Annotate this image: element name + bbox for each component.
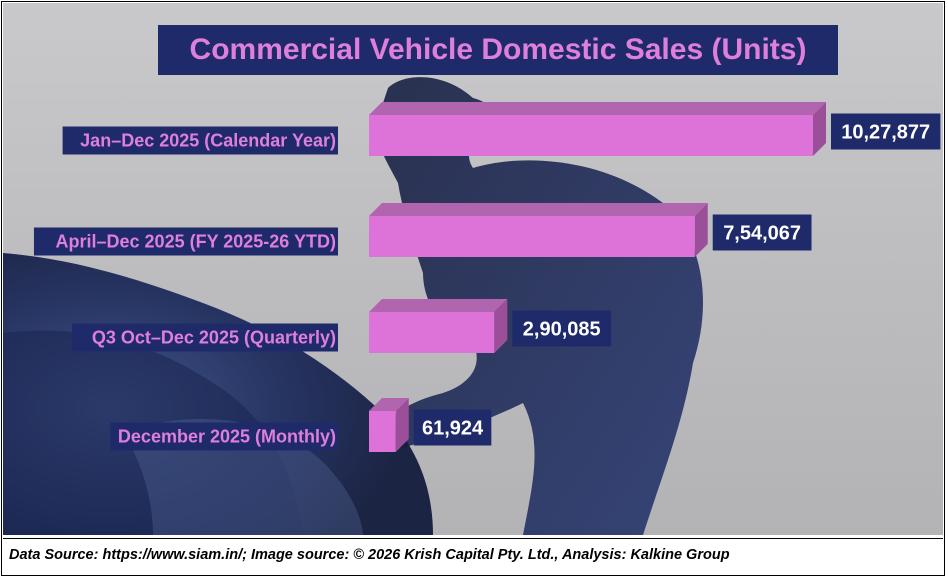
- footer: Data Source: https://www.siam.in/; Image…: [3, 538, 943, 575]
- bar-side-face: [395, 398, 409, 452]
- value-label-box: [712, 214, 812, 251]
- footer-source-text: Data Source: https://www.siam.in/; Image…: [9, 547, 730, 563]
- value-label: 61,924: [422, 418, 484, 440]
- plot-area: 10,27,877 Jan–Dec 2025 (Calendar Year) 7,5…: [3, 3, 943, 535]
- chart-title: Commercial Vehicle Domestic Sales (Units…: [189, 33, 807, 66]
- category-label-box: [72, 323, 339, 352]
- value-label: 10,27,877: [841, 122, 930, 144]
- bar: [369, 411, 396, 452]
- category-label: Q3 Oct–Dec 2025 (Quarterly): [92, 328, 336, 348]
- category-label: Jan–Dec 2025 (Calendar Year): [80, 131, 336, 151]
- value-label: 7,54,067: [723, 223, 801, 245]
- value-label-box: [413, 409, 492, 446]
- chart-title-box: Commercial Vehicle Domestic Sales (Units…: [158, 25, 838, 75]
- bar-side-face: [494, 299, 508, 353]
- bar-chart: 10,27,877 Jan–Dec 2025 (Calendar Year) 7,5…: [33, 102, 941, 452]
- bar-side-face: [694, 203, 708, 257]
- category-label: December 2025 (Monthly): [118, 427, 336, 447]
- category-label-box: [62, 126, 338, 155]
- value-label-box: [831, 113, 941, 150]
- bar-top-face: [369, 299, 508, 312]
- category-label-box: [110, 422, 338, 451]
- bar: [369, 216, 695, 257]
- bar-side-face: [813, 102, 826, 156]
- bar-top-face: [369, 203, 708, 216]
- value-label-box: [512, 310, 612, 347]
- bar: [369, 115, 813, 156]
- value-label: 2,90,085: [523, 319, 601, 341]
- bar-top-face: [369, 398, 409, 411]
- category-label-box: [33, 227, 338, 256]
- bar-top-face: [369, 102, 826, 115]
- bar: [369, 312, 495, 353]
- category-label: April–Dec 2025 (FY 2025-26 YTD): [56, 232, 336, 252]
